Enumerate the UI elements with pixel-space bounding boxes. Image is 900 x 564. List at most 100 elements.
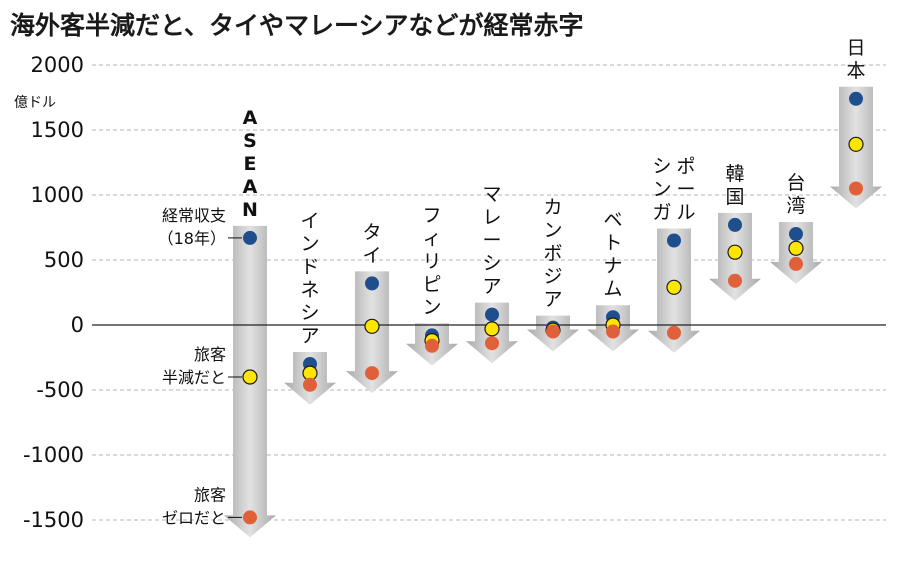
- point-0-series-2: [243, 510, 257, 525]
- category-label-char: 国: [725, 186, 744, 208]
- y-tick-label: -1000: [23, 443, 84, 467]
- point-4-series-1: [484, 321, 500, 337]
- point-2-series-1: [364, 318, 380, 334]
- category-label-char: リ: [422, 250, 441, 272]
- category-label-4: マレーシア: [482, 184, 501, 298]
- point-9-series-1: [788, 240, 804, 256]
- annotation-text: 旅客: [194, 485, 226, 504]
- point-9-series-2: [789, 256, 803, 271]
- category-label-char: ン: [543, 220, 562, 242]
- category-label-char: カ: [543, 197, 562, 219]
- point-7-series-0: [667, 233, 681, 248]
- category-label-char: ン: [652, 179, 671, 201]
- category-label-char: ィ: [422, 227, 441, 249]
- category-label-char: ン: [422, 296, 441, 318]
- category-label-char: ー: [676, 179, 695, 201]
- annotation-text: 半減だと: [162, 368, 226, 387]
- point-10-series-0: [849, 91, 863, 106]
- category-label-char: ー: [482, 230, 501, 252]
- annotation-text: （18年）: [158, 229, 226, 248]
- category-label-char: シ: [482, 253, 501, 275]
- point-8-series-0: [728, 217, 742, 232]
- category-label-char: ナ: [603, 255, 622, 277]
- category-label-10: 日本: [846, 37, 865, 82]
- category-label-char: イ: [300, 210, 319, 232]
- category-label-char: レ: [482, 207, 501, 229]
- y-axis: 2000 1500 1000 500 0 -500 -1000 -1500: [23, 53, 84, 532]
- y-tick-label: 500: [44, 248, 84, 272]
- category-label-char: ジ: [543, 266, 562, 288]
- category-label-8: 韓国: [725, 163, 744, 208]
- point-0-series-1: [242, 369, 258, 385]
- point-4-series-2: [485, 336, 499, 351]
- point-5-series-2: [546, 324, 560, 339]
- category-label-9: 台湾: [786, 172, 805, 217]
- category-label-char: A: [243, 176, 258, 198]
- y-axis-unit: 億ドル: [14, 95, 56, 111]
- point-8-series-2: [728, 273, 742, 288]
- category-label-char: ピ: [422, 273, 441, 295]
- category-label-char: ト: [603, 232, 622, 254]
- arrows: [224, 86, 882, 538]
- category-label-char: イ: [362, 244, 381, 266]
- category-label-char: 湾: [786, 195, 805, 217]
- category-label-char: 日: [846, 37, 865, 59]
- gridlines: [92, 64, 886, 521]
- data-points: [242, 91, 864, 525]
- point-10-series-1: [848, 136, 864, 152]
- category-label-char: シ: [652, 156, 671, 178]
- annotation-text: 経常収支: [162, 206, 226, 225]
- point-9-series-0: [789, 227, 803, 241]
- point-2-series-0: [365, 276, 379, 291]
- category-label-char: ベ: [603, 209, 622, 231]
- category-label-char: 本: [846, 60, 865, 82]
- y-tick-label: 1000: [31, 183, 84, 207]
- point-6-series-2: [606, 324, 620, 339]
- y-tick-label: -1500: [23, 508, 84, 532]
- point-7-series-2: [667, 325, 681, 340]
- annotation-0: 経常収支 （18年）: [158, 206, 242, 248]
- point-2-series-2: [365, 366, 379, 381]
- y-tick-label: 2000: [31, 53, 84, 77]
- point-10-series-2: [849, 181, 863, 196]
- category-label-char: マ: [482, 184, 501, 206]
- category-label-char: N: [242, 199, 258, 221]
- point-7-series-1: [666, 279, 682, 295]
- y-tick-label: 0: [71, 313, 84, 337]
- category-label-char: シ: [300, 302, 319, 324]
- category-label-char: フ: [422, 204, 441, 226]
- annotation-text: ゼロだと: [162, 508, 226, 527]
- chart-title: 海外客半減だと、タイやマレーシアなどが経常赤字: [10, 11, 584, 40]
- annotation-text: 旅客: [194, 345, 226, 364]
- category-label-char: 韓: [725, 163, 744, 185]
- category-label-char: ボ: [543, 243, 562, 265]
- point-1-series-2: [303, 377, 317, 392]
- category-label-7: シンガ ポール: [652, 156, 695, 224]
- category-label-char: ア: [482, 276, 501, 298]
- category-label-char: S: [243, 130, 257, 152]
- category-label-char: ア: [543, 289, 562, 311]
- category-label-char: 台: [786, 172, 805, 194]
- category-label-char: ド: [300, 256, 319, 278]
- category-label-char: A: [243, 107, 258, 129]
- category-label-2: タイ: [362, 221, 381, 266]
- y-tick-label: 1500: [31, 118, 84, 142]
- category-labels: ASEANインドネシアタイフィリピンマレーシアカンボジアベトナムシンガポール韓国…: [242, 37, 865, 347]
- point-0-series-0: [243, 230, 257, 245]
- category-label-char: ル: [676, 202, 695, 224]
- y-tick-label: -500: [36, 378, 84, 402]
- category-label-char: ネ: [300, 279, 319, 301]
- category-label-char: ポ: [676, 156, 695, 178]
- point-8-series-1: [727, 244, 743, 260]
- category-label-char: ガ: [652, 202, 671, 224]
- category-label-char: ア: [300, 325, 319, 347]
- point-3-series-2: [425, 338, 439, 353]
